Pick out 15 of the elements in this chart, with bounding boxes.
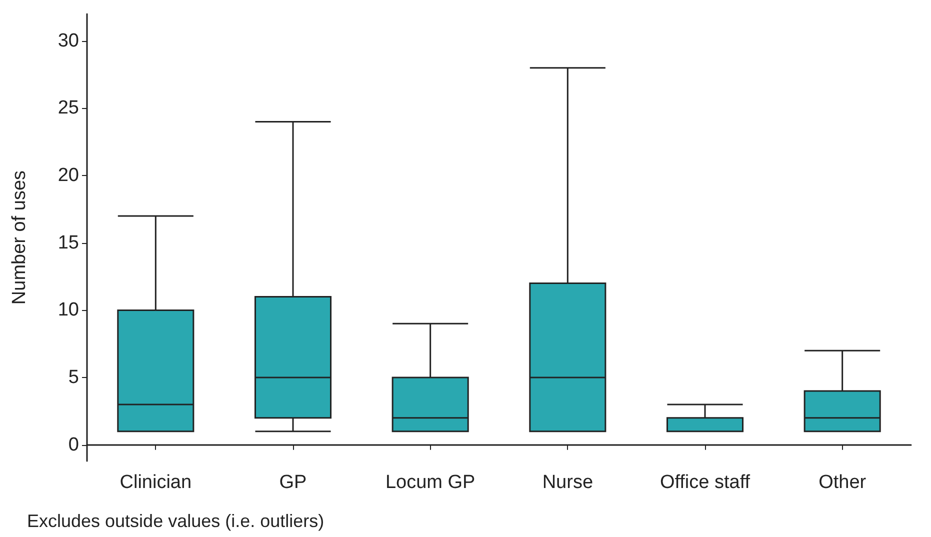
y-tick-label: 30 — [58, 30, 79, 52]
y-tick-label: 5 — [68, 367, 79, 388]
y-tick-label: 15 — [58, 232, 79, 254]
y-tick-label: 10 — [58, 300, 79, 321]
y-axis-title: Number of uses — [9, 170, 30, 305]
y-tick-label: 20 — [58, 165, 79, 186]
y-tick-label: 0 — [68, 434, 79, 456]
y-tick-label: 25 — [58, 98, 79, 119]
x-tick-label: Clinician — [120, 472, 192, 493]
x-tick-label: Nurse — [542, 472, 594, 493]
x-tick-label: GP — [279, 472, 307, 493]
x-tick-label: Other — [818, 472, 867, 493]
text: Excludes outside values (i.e. outliers) — [27, 511, 324, 531]
x-tick-label: Locum GP — [385, 472, 476, 493]
x-tick-label: Office staff — [660, 472, 751, 493]
